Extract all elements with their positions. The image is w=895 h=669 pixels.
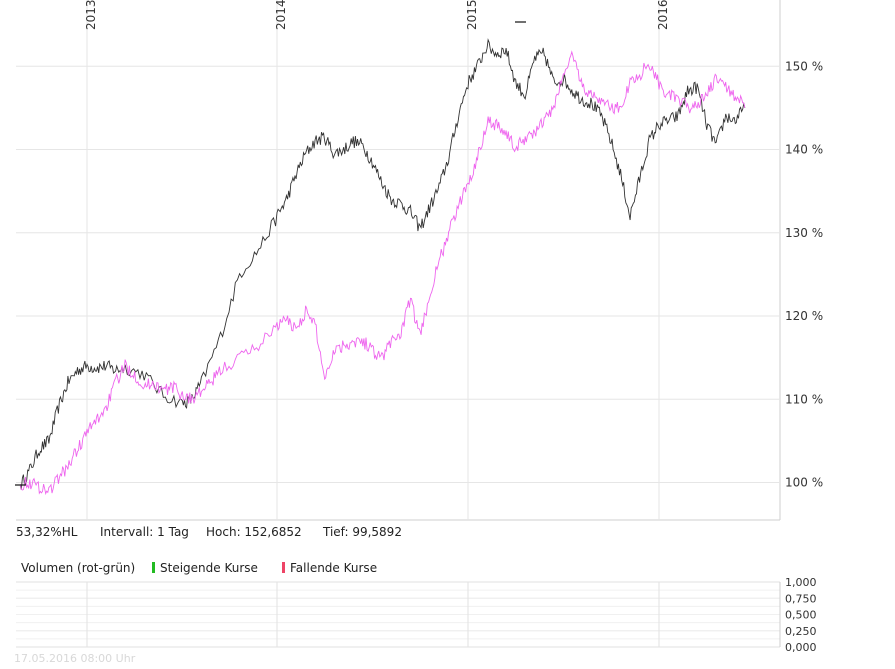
- x-tick-label: 2013: [84, 0, 98, 30]
- y-tick-label: 110 %: [785, 392, 823, 406]
- x-tick-label: 2015: [465, 0, 479, 30]
- legend-falling-label: Fallende Kurse: [290, 561, 378, 575]
- volume-tick-label: 1,000: [785, 576, 817, 589]
- volume-label: Volumen (rot-grün): [21, 561, 136, 575]
- rising-swatch: [152, 562, 155, 573]
- volume-tick-label: 0,500: [785, 609, 817, 622]
- performance-value: 53,32%HL: [16, 525, 78, 539]
- y-tick-label: 130 %: [785, 226, 823, 240]
- volume-tick-label: 0,250: [785, 625, 817, 638]
- legend-falling: Fallende Kurse: [282, 561, 377, 575]
- x-tick-label: 2016: [656, 0, 670, 30]
- low-value: Tief: 99,5892: [323, 525, 402, 539]
- interval-label: Intervall: 1 Tag: [100, 525, 189, 539]
- x-tick-label: 2014: [274, 0, 288, 30]
- high-value: Hoch: 152,6852: [206, 525, 302, 539]
- legend-rising: Steigende Kurse: [152, 561, 258, 575]
- volume-tick-label: 0,000: [785, 641, 817, 654]
- y-tick-label: 140 %: [785, 143, 823, 157]
- legend-rising-label: Steigende Kurse: [160, 561, 258, 575]
- volume-tick-label: 0,750: [785, 592, 817, 605]
- timestamp: 17.05.2016 08:00 Uhr: [14, 652, 136, 665]
- y-tick-label: 150 %: [785, 59, 823, 73]
- y-tick-label: 100 %: [785, 476, 823, 490]
- series-line: [19, 50, 746, 496]
- falling-swatch: [282, 562, 285, 573]
- series-line: [19, 38, 746, 490]
- y-tick-label: 120 %: [785, 309, 823, 323]
